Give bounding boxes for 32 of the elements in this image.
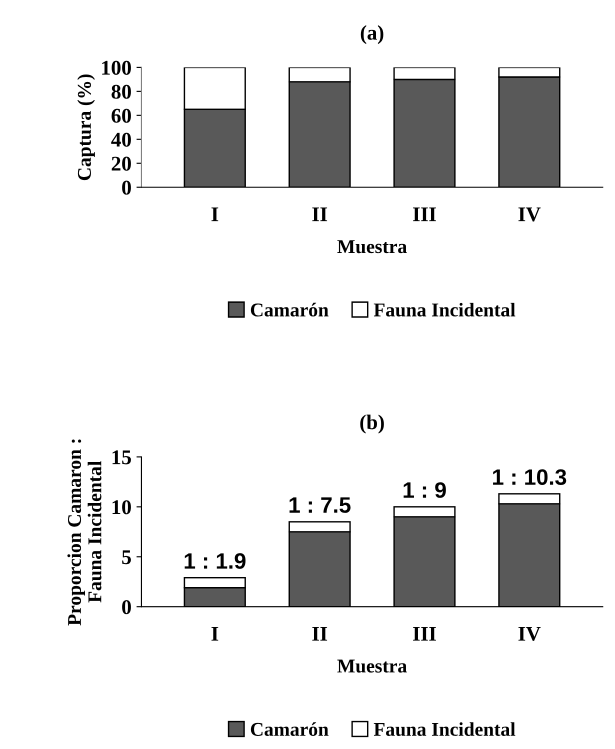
legend-label: Fauna Incidental: [374, 722, 516, 736]
y-tick-label: 20: [112, 156, 131, 171]
x-tick-label: I: [211, 208, 218, 222]
x-tick-label: III: [413, 626, 436, 641]
x-tick-label: II: [312, 626, 328, 641]
chart-title: (a): [360, 25, 384, 44]
data-label: 1 : 9: [404, 482, 446, 498]
legend-label: Camarón: [250, 722, 328, 736]
x-tick-label: III: [413, 208, 436, 222]
data-label: 1 : 1.9: [184, 553, 246, 569]
y-axis-title: Captura (%): [77, 74, 95, 180]
legend-label: Camarón: [250, 302, 328, 317]
data-label: 1 : 7.5: [290, 497, 351, 513]
y-tick-label: 15: [112, 450, 131, 464]
y-tick-label: 5: [122, 550, 131, 564]
y-axis-title: Proporcion Camaron : Fauna Incidental: [67, 440, 102, 626]
y-tick-label: 40: [111, 132, 131, 147]
x-axis-title: Muestra: [337, 660, 407, 673]
x-tick-label: II: [312, 208, 328, 222]
data-label: 1 : 10.3: [493, 469, 566, 485]
chart-title: (b): [360, 414, 384, 434]
y-tick-label: 10: [112, 500, 131, 514]
y-tick-label: 100: [102, 60, 131, 75]
x-tick-label: I: [211, 626, 218, 641]
x-tick-label: IV: [518, 208, 541, 222]
x-tick-label: IV: [518, 626, 541, 641]
x-axis-title: Muestra: [337, 240, 407, 254]
y-tick-label: 80: [112, 84, 131, 99]
y-tick-label: 0: [122, 600, 131, 614]
legend-label: Fauna Incidental: [374, 302, 516, 317]
y-tick-label: 60: [112, 108, 131, 123]
y-tick-label: 0: [122, 180, 131, 195]
